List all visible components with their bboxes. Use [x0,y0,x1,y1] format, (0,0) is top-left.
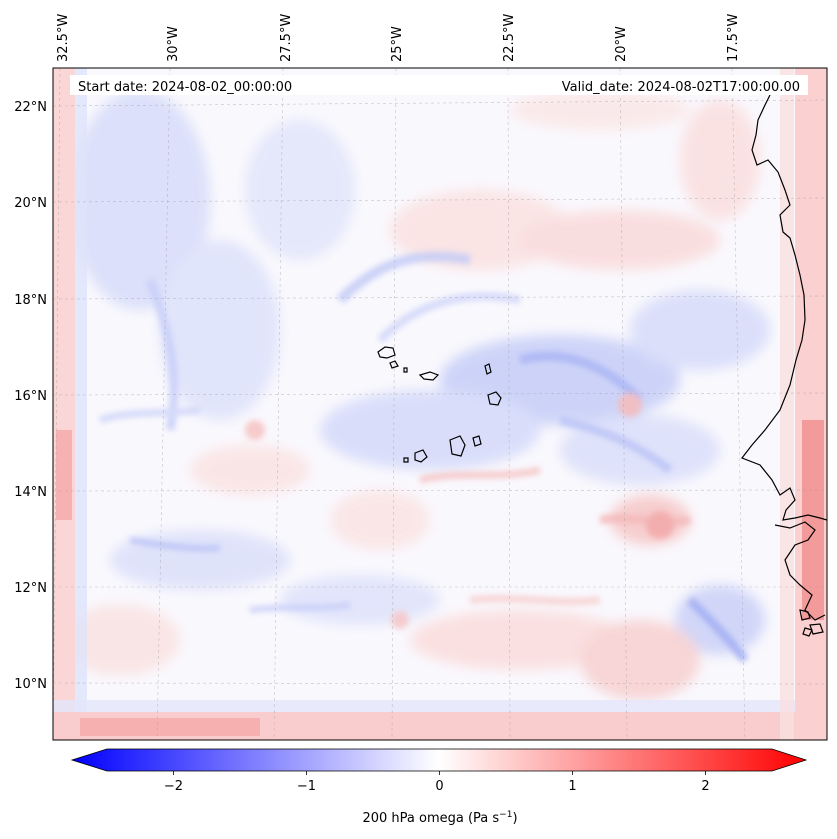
lon-label-32-5w: 32.5°W [56,14,71,62]
date-header-band [70,75,808,95]
map-panel: Start date: 2024-08-02_00:00:00 Valid_da… [52,67,828,741]
start-date-label: Start date: 2024-08-02_00:00:00 [78,80,292,95]
valid-date-label: Valid_date: 2024-08-02T17:00:00.00 [562,80,800,95]
lon-label-25w: 25°W [390,26,405,62]
lat-label-22n: 22°N [14,100,47,115]
colorbar: −2 −1 0 1 2 200 hPa omega (Pa s−1) [70,748,808,826]
lon-label-20w: 20°W [614,26,629,62]
colorbar-ticks: −2 −1 0 1 2 [164,771,710,794]
colorbar-tick-label: 2 [701,779,709,794]
colorbar-body [70,748,808,772]
colorbar-label-exponent: −1 [499,810,512,820]
lon-label-30w: 30°W [166,26,181,62]
latitude-labels: 22°N 20°N 18°N 16°N 14°N 12°N 10°N [14,100,47,692]
lat-label-14n: 14°N [14,485,47,500]
colorbar-tick-label: 1 [568,779,576,794]
map-frame [52,67,828,741]
lat-label-10n: 10°N [14,677,47,692]
longitude-labels: 32.5°W 30°W 27.5°W 25°W 22.5°W 20°W 17.5… [56,14,741,62]
bissagos-islands [799,609,824,637]
lon-label-22-5w: 22.5°W [502,14,517,62]
cape-verde-islands [377,346,502,463]
lon-label-17-5w: 17.5°W [726,14,741,62]
gambia-coast [774,521,826,621]
colorbar-tick-label: −1 [297,779,316,794]
africa-coastline [741,94,827,521]
lat-label-18n: 18°N [14,293,47,308]
colorbar-tick-label: 0 [435,779,443,794]
gridlines [53,68,827,740]
colorbar-label-text: 200 hPa omega (Pa s [362,811,499,826]
colorbar-label-close: ) [512,811,517,826]
omega-field [53,68,827,740]
colorbar-tick-label: −2 [164,779,183,794]
lat-label-16n: 16°N [14,389,47,404]
lat-label-12n: 12°N [14,581,47,596]
lon-label-27-5w: 27.5°W [279,14,294,62]
colorbar-label: 200 hPa omega (Pa s−1) [362,810,517,826]
lat-label-20n: 20°N [14,196,47,211]
coastlines [377,94,827,637]
